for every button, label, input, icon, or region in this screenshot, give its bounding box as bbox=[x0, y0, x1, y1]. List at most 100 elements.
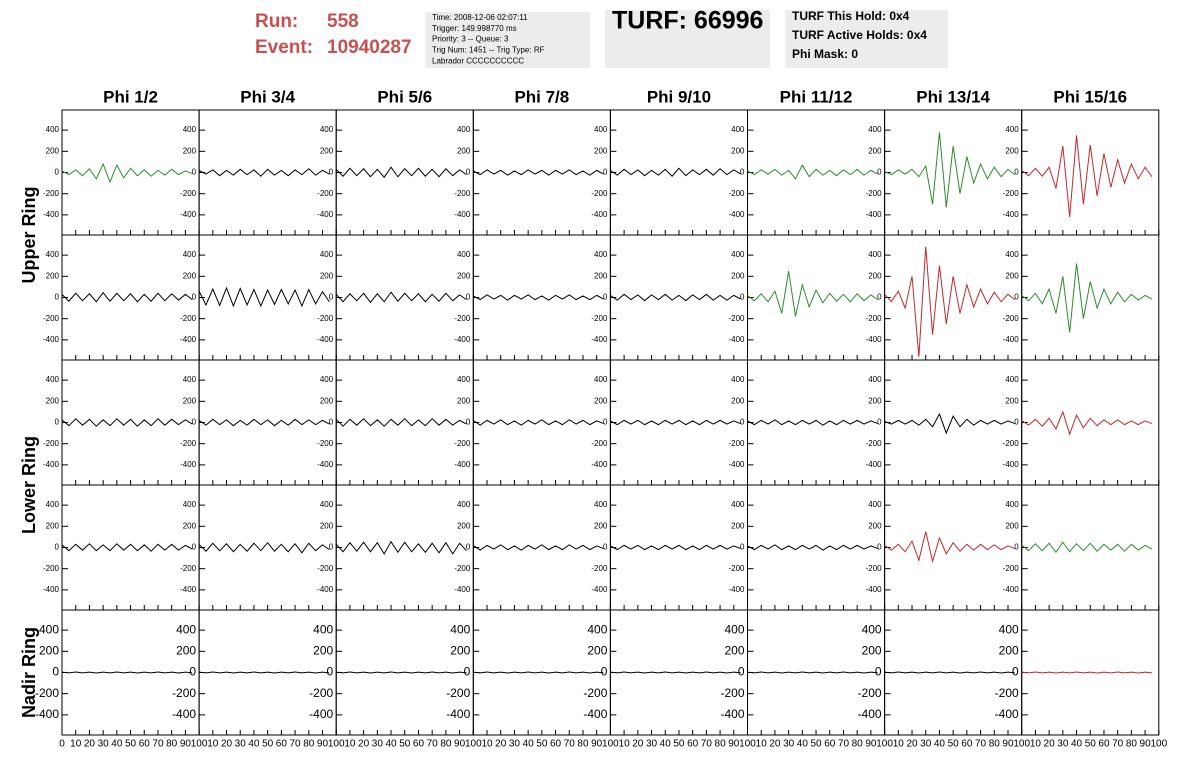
waveform bbox=[610, 419, 741, 426]
panel-frame bbox=[884, 359, 1023, 486]
x-tick-label: 10 bbox=[1030, 739, 1042, 750]
y-tick-label: -200 bbox=[1003, 189, 1020, 198]
waveform bbox=[884, 132, 1016, 208]
x-tick-label: 80 bbox=[852, 739, 864, 750]
y-tick-label: 400 bbox=[457, 375, 471, 384]
panel-frame bbox=[472, 484, 611, 611]
y-tick-label: 0 bbox=[327, 665, 334, 679]
y-tick-label: 200 bbox=[457, 521, 471, 530]
y-tick-label: 200 bbox=[183, 396, 197, 405]
y-tick-label: -400 bbox=[454, 585, 471, 594]
panel-frame bbox=[472, 234, 611, 361]
y-tick-label: 200 bbox=[1005, 271, 1019, 280]
y-tick-label: 200 bbox=[46, 396, 60, 405]
y-tick-label: -200 bbox=[591, 564, 608, 573]
waveform bbox=[747, 164, 878, 180]
x-tick-label: 50 bbox=[399, 739, 411, 750]
y-tick-label: 0 bbox=[1014, 418, 1019, 427]
x-tick-label: 50 bbox=[948, 739, 960, 750]
waveform bbox=[473, 294, 604, 301]
y-tick-label: 200 bbox=[1005, 396, 1019, 405]
y-tick-label: -400 bbox=[728, 460, 745, 469]
panel-frame bbox=[609, 484, 749, 611]
x-tick-label: 80 bbox=[715, 739, 727, 750]
panel-frame bbox=[61, 109, 200, 236]
column-title: Phi 5/6 bbox=[377, 87, 432, 106]
y-tick-label: -400 bbox=[1003, 210, 1020, 219]
y-tick-label: 0 bbox=[877, 293, 882, 302]
y-tick-label: 400 bbox=[183, 125, 197, 134]
waveform bbox=[747, 671, 878, 674]
x-tick-label: 30 bbox=[235, 739, 247, 750]
y-tick-label: 200 bbox=[594, 146, 608, 155]
y-tick-label: 0 bbox=[740, 293, 745, 302]
y-tick-label: 400 bbox=[450, 622, 470, 636]
waveform bbox=[198, 168, 330, 177]
y-tick-label: 400 bbox=[1005, 375, 1019, 384]
y-tick-label: -200 bbox=[454, 189, 471, 198]
y-tick-label: -400 bbox=[317, 335, 334, 344]
y-tick-label: 0 bbox=[55, 168, 60, 177]
y-tick-label: -200 bbox=[35, 686, 59, 700]
y-tick-label: -400 bbox=[591, 335, 608, 344]
y-tick-label: -400 bbox=[180, 585, 197, 594]
y-tick-label: 0 bbox=[329, 168, 334, 177]
x-tick-label: 30 bbox=[1057, 739, 1069, 750]
x-tick-label: 60 bbox=[687, 739, 699, 750]
y-tick-label: 0 bbox=[466, 293, 471, 302]
waveform bbox=[884, 671, 1015, 674]
y-tick-label: 0 bbox=[55, 293, 60, 302]
y-tick-label: -200 bbox=[454, 314, 471, 323]
y-tick-label: 0 bbox=[329, 293, 334, 302]
y-tick-label: 0 bbox=[55, 543, 60, 552]
waveform bbox=[1021, 263, 1153, 333]
x-tick-label: 20 bbox=[1044, 739, 1056, 750]
y-tick-label: 200 bbox=[1005, 521, 1019, 530]
panel-frame bbox=[884, 234, 1023, 361]
y-tick-label: 400 bbox=[999, 622, 1019, 636]
waveform bbox=[199, 671, 330, 674]
x-tick-label: 30 bbox=[920, 739, 932, 750]
x-tick-label: 100 bbox=[465, 739, 482, 750]
y-tick-label: 200 bbox=[731, 521, 745, 530]
y-tick-label: 0 bbox=[603, 168, 608, 177]
y-tick-label: 400 bbox=[868, 250, 882, 259]
x-tick-label: 40 bbox=[385, 739, 397, 750]
y-tick-label: 400 bbox=[46, 125, 60, 134]
column-title: Phi 7/8 bbox=[514, 87, 569, 106]
panel-frame bbox=[472, 109, 611, 236]
x-tick-label: 80 bbox=[1126, 739, 1138, 750]
column-title: Phi 15/16 bbox=[1053, 87, 1127, 106]
x-tick-label: 10 bbox=[344, 739, 356, 750]
x-tick-label: 30 bbox=[372, 739, 384, 750]
y-tick-label: -400 bbox=[43, 210, 60, 219]
y-tick-label: -400 bbox=[720, 707, 744, 721]
x-tick-label: 90 bbox=[317, 739, 329, 750]
x-tick-label: 30 bbox=[646, 739, 658, 750]
y-tick-label: -400 bbox=[180, 460, 197, 469]
x-tick-label: 100 bbox=[191, 739, 208, 750]
panel-frame bbox=[335, 484, 474, 611]
column-title: Phi 9/10 bbox=[647, 87, 711, 106]
x-tick-label: 0 bbox=[59, 739, 65, 750]
x-tick-label: 40 bbox=[1071, 739, 1083, 750]
y-tick-label: 400 bbox=[176, 622, 196, 636]
y-tick-label: 0 bbox=[877, 168, 882, 177]
panel-frame bbox=[61, 484, 200, 611]
y-tick-label: 0 bbox=[189, 665, 196, 679]
x-tick-label: 70 bbox=[564, 739, 576, 750]
y-tick-label: 400 bbox=[320, 250, 334, 259]
y-tick-label: 200 bbox=[587, 643, 607, 657]
y-tick-label: -400 bbox=[454, 335, 471, 344]
panel-frame bbox=[61, 359, 200, 486]
y-tick-label: -400 bbox=[591, 585, 608, 594]
y-tick-label: 400 bbox=[594, 250, 608, 259]
y-tick-label: -400 bbox=[446, 707, 470, 721]
x-tick-label: 100 bbox=[1013, 739, 1030, 750]
y-tick-label: 200 bbox=[457, 396, 471, 405]
y-tick-label: -400 bbox=[317, 460, 334, 469]
holds-box bbox=[785, 10, 948, 68]
x-tick-label: 20 bbox=[358, 739, 370, 750]
y-tick-label: -400 bbox=[43, 585, 60, 594]
x-tick-label: 70 bbox=[701, 739, 713, 750]
